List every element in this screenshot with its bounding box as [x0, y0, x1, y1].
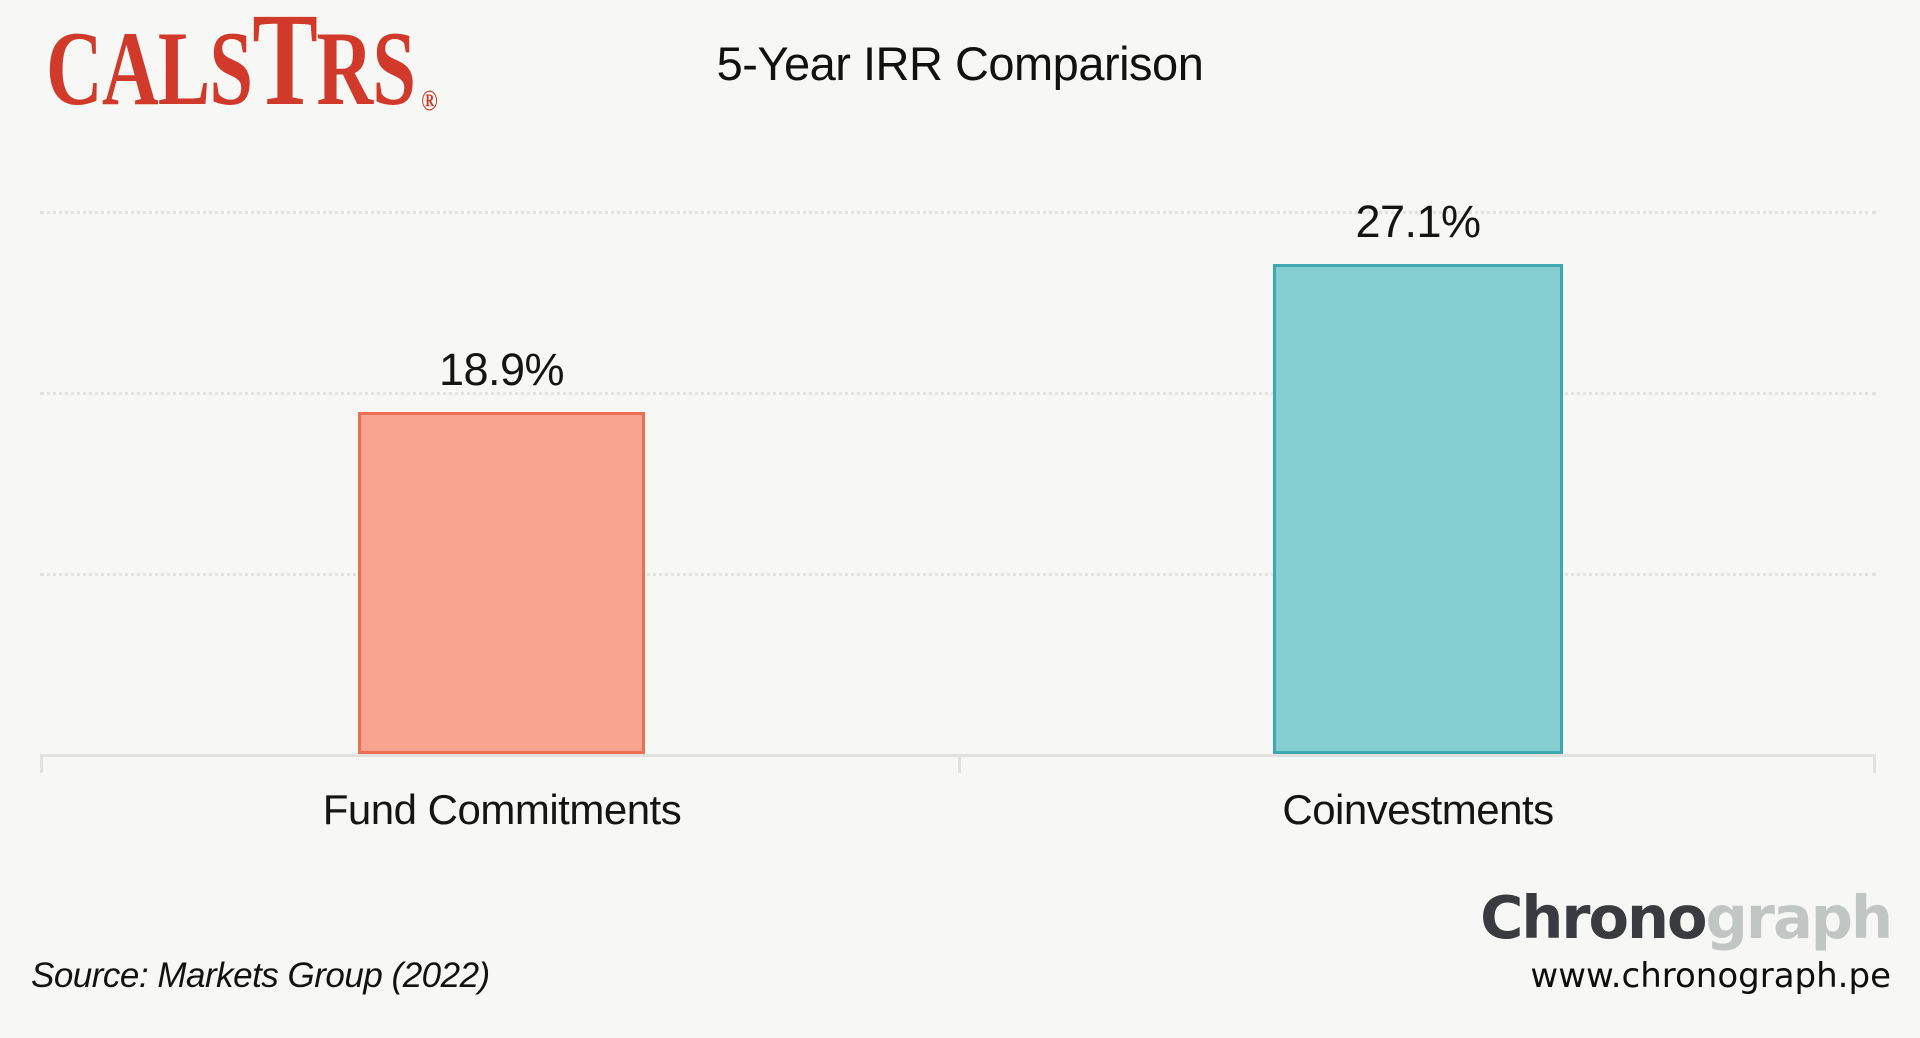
calstrs-logo-pre: CALS [46, 10, 253, 127]
x-axis-tick-right [1873, 754, 1876, 773]
value-label-fund-commitments: 18.9% [438, 343, 565, 395]
x-axis-tick-middle [958, 754, 961, 773]
bar-coinvestments [1273, 263, 1563, 754]
bar-chart-plot-area: 18.9% 27.1% [40, 0, 1876, 754]
chronograph-wordmark-light: graph [1705, 883, 1893, 952]
x-axis-tick-left [40, 754, 43, 773]
category-label-fund-commitments: Fund Commitments [322, 786, 682, 833]
gridline-20pct [40, 392, 1876, 395]
chronograph-wordmark-dark: Chrono [1480, 883, 1707, 952]
registered-trademark-icon: ® [421, 84, 438, 117]
chronograph-wordmark: Chronograph [1480, 882, 1893, 954]
calstrs-logo-text: CALSTRS ® [46, 0, 438, 126]
category-label-coinvestments: Coinvestments [1282, 786, 1554, 833]
calstrs-logo: CALSTRS ® [46, 0, 575, 126]
value-label-coinvestments: 27.1% [1355, 195, 1481, 247]
bar-fund-commitments [358, 411, 645, 754]
calstrs-logo-post: RS [316, 10, 416, 127]
source-note: Source: Markets Group (2022) [31, 956, 490, 995]
gridline-10pct [40, 573, 1876, 576]
calstrs-logo-tall-t: T [252, 0, 318, 133]
gridline-30pct [40, 211, 1876, 214]
chronograph-logo: Chronograph www.chronograph.pe [1480, 882, 1893, 996]
page-title: 5-Year IRR Comparison [716, 37, 1204, 90]
chronograph-url: www.chronograph.pe [1530, 956, 1891, 996]
